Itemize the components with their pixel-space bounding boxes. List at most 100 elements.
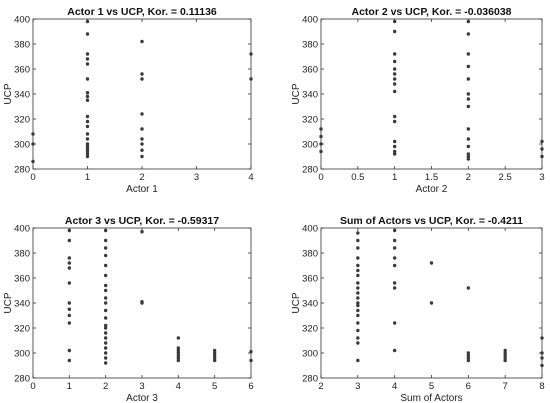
data-point <box>356 321 360 325</box>
x-tick-label: 2.5 <box>499 172 512 183</box>
data-point <box>356 336 360 340</box>
x-tick-label: 1 <box>67 381 72 392</box>
y-tick-label: 280 <box>302 373 318 384</box>
data-point <box>392 149 397 154</box>
x-tick-label: 4 <box>176 381 181 392</box>
data-point <box>466 154 471 159</box>
data-point <box>356 256 360 260</box>
data-point <box>392 256 397 260</box>
data-point <box>429 301 434 305</box>
data-point <box>466 52 471 56</box>
y-tick-label: 320 <box>14 114 30 125</box>
data-point <box>140 301 144 305</box>
data-point <box>85 137 90 141</box>
x-tick-label: 0 <box>30 172 35 183</box>
data-point <box>31 159 35 164</box>
chart-title: Sum of Actors vs UCP, Kor. = -0.4211 <box>340 215 523 227</box>
data-point <box>103 296 108 300</box>
data-point <box>356 303 360 308</box>
data-point <box>503 351 507 355</box>
chart-title: Actor 1 vs UCP, Kor. = 0.11136 <box>67 6 217 18</box>
data-point <box>67 238 72 243</box>
data-point <box>466 19 471 24</box>
data-point <box>212 348 217 353</box>
data-point <box>356 301 360 305</box>
data-point <box>67 266 72 270</box>
data-point <box>356 341 360 345</box>
data-point <box>103 301 108 305</box>
x-axis-label: Sum of Actors <box>400 393 462 403</box>
data-point <box>103 316 108 320</box>
y-tick-label: 400 <box>14 14 30 25</box>
data-point <box>212 358 217 363</box>
y-tick-label: 380 <box>14 248 30 259</box>
chart-title: Actor 3 vs UCP, Kor. = -0.59317 <box>65 215 219 227</box>
data-point <box>392 82 397 86</box>
x-tick-label: 0.5 <box>351 172 364 183</box>
data-point <box>103 283 108 288</box>
data-point <box>466 97 471 101</box>
x-axis-label: Actor 3 <box>126 393 158 403</box>
data-point <box>319 134 323 139</box>
y-tick-label: 280 <box>14 164 30 175</box>
data-point <box>466 77 471 81</box>
data-point <box>392 263 397 268</box>
x-tick-label: 2 <box>103 381 108 392</box>
data-point <box>103 308 108 313</box>
data-point <box>85 77 90 81</box>
data-point <box>466 127 471 131</box>
data-point <box>466 351 471 355</box>
data-point <box>392 348 397 353</box>
x-tick-label: 6 <box>248 381 253 392</box>
data-point <box>140 77 144 81</box>
data-point <box>140 154 144 159</box>
x-tick-label: 3 <box>194 172 199 183</box>
x-tick-label: 3 <box>139 381 144 392</box>
data-point <box>356 246 360 250</box>
plot-area <box>320 18 543 170</box>
data-point <box>249 358 253 363</box>
data-point <box>140 148 144 152</box>
data-point <box>212 351 217 355</box>
data-point <box>85 52 90 56</box>
y-tick-label: 360 <box>302 64 318 75</box>
data-point <box>85 124 90 129</box>
data-point <box>103 336 108 340</box>
y-tick-label: 400 <box>302 223 318 234</box>
data-point <box>356 308 360 313</box>
data-point <box>31 132 35 136</box>
y-axis-label: UCP <box>291 292 302 313</box>
data-point <box>103 273 108 278</box>
data-point <box>392 67 397 71</box>
x-tick-label: 0 <box>30 381 35 392</box>
data-point <box>176 351 181 355</box>
data-point <box>85 57 90 61</box>
x-tick-label: 2 <box>466 172 471 183</box>
data-point <box>356 238 360 243</box>
x-tick-label: 5 <box>212 381 217 392</box>
data-point <box>103 351 108 355</box>
data-point <box>103 331 108 335</box>
x-tick-label: 2 <box>318 381 323 392</box>
chart-title: Actor 2 vs UCP, Kor. = -0.036038 <box>351 6 511 18</box>
data-point <box>67 313 72 318</box>
data-point <box>85 144 90 149</box>
data-point <box>392 246 397 250</box>
data-point <box>392 89 397 94</box>
data-point <box>466 356 471 360</box>
data-point <box>356 286 360 290</box>
data-point <box>212 356 217 360</box>
data-point <box>85 19 90 24</box>
data-point <box>85 149 90 154</box>
y-tick-label: 300 <box>14 139 30 150</box>
data-point <box>392 152 397 156</box>
y-tick-label: 360 <box>302 273 318 284</box>
y-tick-label: 340 <box>302 298 318 309</box>
y-tick-label: 340 <box>14 298 30 309</box>
x-tick-label: 2 <box>139 172 144 183</box>
data-point <box>140 137 144 141</box>
data-point <box>392 228 397 233</box>
y-tick-label: 280 <box>14 373 30 384</box>
data-point <box>356 263 360 268</box>
data-point <box>85 91 90 95</box>
